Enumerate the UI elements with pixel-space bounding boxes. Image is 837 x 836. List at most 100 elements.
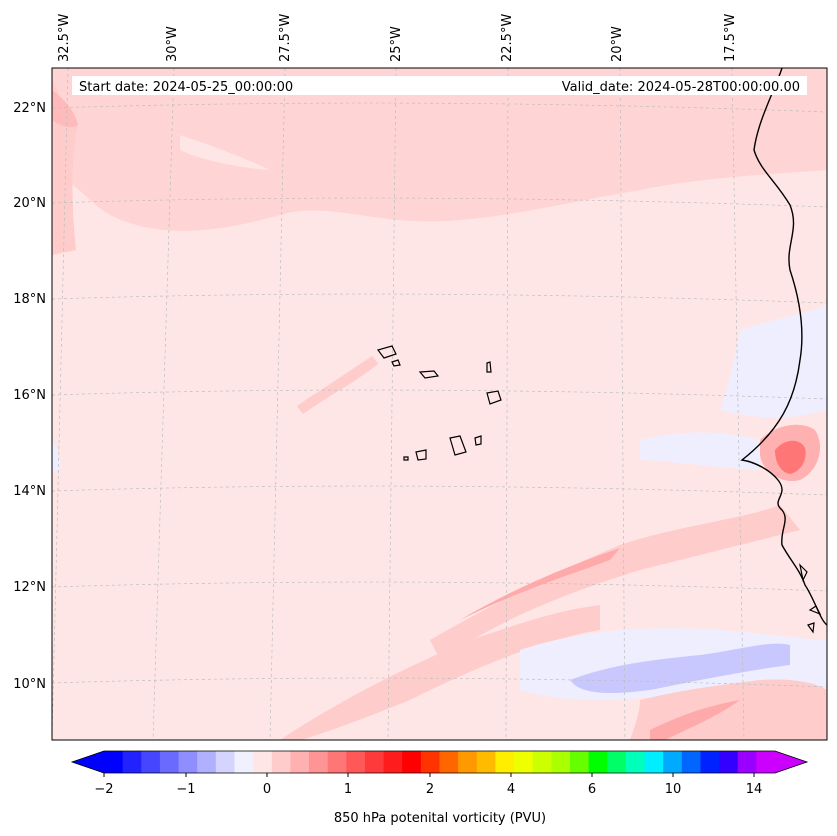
lon-label-27-5w: 27.5°W <box>278 14 293 62</box>
colorbar-cell <box>122 751 142 773</box>
gridline-20w <box>619 68 626 740</box>
colorbar-cell <box>737 751 757 773</box>
lat-label-16n: 16°N <box>13 388 46 403</box>
colorbar-cell <box>104 751 124 773</box>
gridline-14n <box>52 485 827 496</box>
pv-patch-blue-coast <box>640 432 760 470</box>
island-maio <box>474 435 482 446</box>
colorbar-extend-low <box>72 751 104 773</box>
colorbar-cell <box>253 751 273 773</box>
colorbar-cell <box>364 751 384 773</box>
colorbar-cell <box>141 751 161 773</box>
gridline-16n <box>52 389 827 400</box>
colorbar-cell <box>458 751 478 773</box>
colorbar-cell <box>756 751 776 773</box>
colorbar-tick-label: 0 <box>263 782 271 797</box>
bissagos-islands <box>799 563 822 634</box>
gridline-27-5w <box>269 68 286 740</box>
colorbar-cell <box>476 751 496 773</box>
island-sal <box>486 361 492 373</box>
africa-coastline <box>740 68 827 626</box>
colorbar-cell <box>420 751 440 773</box>
gridline-18n <box>52 293 827 304</box>
island-coastal-1 <box>799 563 808 582</box>
colorbar-extend-high <box>775 751 807 773</box>
colorbar-cell <box>700 751 720 773</box>
gridline-17-5w <box>731 68 745 740</box>
colorbar-cell <box>719 751 739 773</box>
colorbar-tick-label: 6 <box>588 782 596 797</box>
colorbar-cell <box>327 751 347 773</box>
pv-band-south-2 <box>280 605 600 740</box>
lon-label-30w: 30°W <box>165 26 180 62</box>
gridline-12n <box>52 581 827 592</box>
gridline-32-5w <box>52 68 69 740</box>
graticule <box>52 68 827 740</box>
pv-patch-northwest <box>52 90 78 128</box>
pv-patch-blue-south-core <box>570 643 790 693</box>
colorbar-tick-label: 4 <box>507 782 515 797</box>
lon-label-32-5w: 32.5°W <box>57 14 72 62</box>
gridline-20n <box>52 197 827 208</box>
lat-label-12n: 12°N <box>13 580 46 595</box>
island-boa-vista <box>486 390 502 405</box>
island-sao-nicolau <box>418 370 440 379</box>
latitude-labels: 22°N 20°N 18°N 16°N 14°N 12°N 10°N <box>13 101 46 692</box>
colorbar-tick-label: 14 <box>746 782 763 797</box>
colorbar-cell <box>607 751 627 773</box>
pv-band-north <box>52 68 827 231</box>
lon-label-25w: 25°W <box>389 26 404 62</box>
colorbar-tick-label: −1 <box>176 782 195 797</box>
lat-label-10n: 10°N <box>13 677 46 692</box>
colorbar-cell <box>514 751 534 773</box>
colorbar-cell <box>290 751 310 773</box>
valid-date-label: Valid_date: 2024-05-28T00:00:00.00 <box>562 80 800 95</box>
pv-max-coast-core <box>775 440 806 474</box>
colorbar-cell <box>271 751 291 773</box>
colorbar-cell <box>569 751 590 773</box>
pv-streak-islands <box>297 355 379 415</box>
date-banner <box>72 76 807 95</box>
colorbar: −2 −1 0 1 2 4 6 10 14 850 hPa potenital … <box>70 750 809 826</box>
island-coastal-3 <box>807 622 815 634</box>
colorbar-label: 850 hPa potenital vorticity (PVU) <box>334 811 546 826</box>
pv-band-south-3-core <box>650 700 740 740</box>
colorbar-cells <box>104 751 776 773</box>
colorbar-cell <box>663 751 683 773</box>
colorbar-cell <box>346 751 366 773</box>
pv-field: Start date: 2024-05-25_00:00:00 Valid_da… <box>52 68 827 740</box>
gridline-25w <box>387 68 397 740</box>
colorbar-tick-label: 2 <box>426 782 434 797</box>
gridline-22n <box>52 102 827 113</box>
cabo-verde-islands <box>376 345 502 461</box>
island-fogo <box>415 449 427 461</box>
lon-label-20w: 20°W <box>610 26 625 62</box>
lat-label-18n: 18°N <box>13 292 46 307</box>
pv-band-south-1 <box>430 505 800 660</box>
colorbar-cell <box>234 751 254 773</box>
colorbar-cell <box>178 751 198 773</box>
colorbar-cell <box>588 751 608 773</box>
map-frame <box>51 67 828 741</box>
lon-label-22-5w: 22.5°W <box>500 14 515 62</box>
colorbar-tick-label: −2 <box>94 782 113 797</box>
colorbar-cell <box>383 751 403 773</box>
island-coastal-2 <box>808 605 822 616</box>
colorbar-cell <box>551 751 571 773</box>
island-sao-vicente <box>391 359 401 367</box>
lon-label-17-5w: 17.5°W <box>723 14 738 62</box>
colorbar-cell <box>625 751 645 773</box>
colorbar-cell <box>402 751 422 773</box>
colorbar-cell <box>159 751 179 773</box>
pv-hole-1 <box>180 135 270 170</box>
lat-label-22n: 22°N <box>13 101 46 116</box>
colorbar-cell <box>644 751 664 773</box>
island-santiago <box>449 435 467 456</box>
gridline-30w <box>152 68 175 740</box>
lat-label-20n: 20°N <box>13 196 46 211</box>
colorbar-cell <box>215 751 235 773</box>
colorbar-tick-label: 10 <box>665 782 682 797</box>
colorbar-ticks: −2 −1 0 1 2 4 6 10 14 <box>94 773 762 797</box>
gridline-22-5w <box>505 68 509 740</box>
